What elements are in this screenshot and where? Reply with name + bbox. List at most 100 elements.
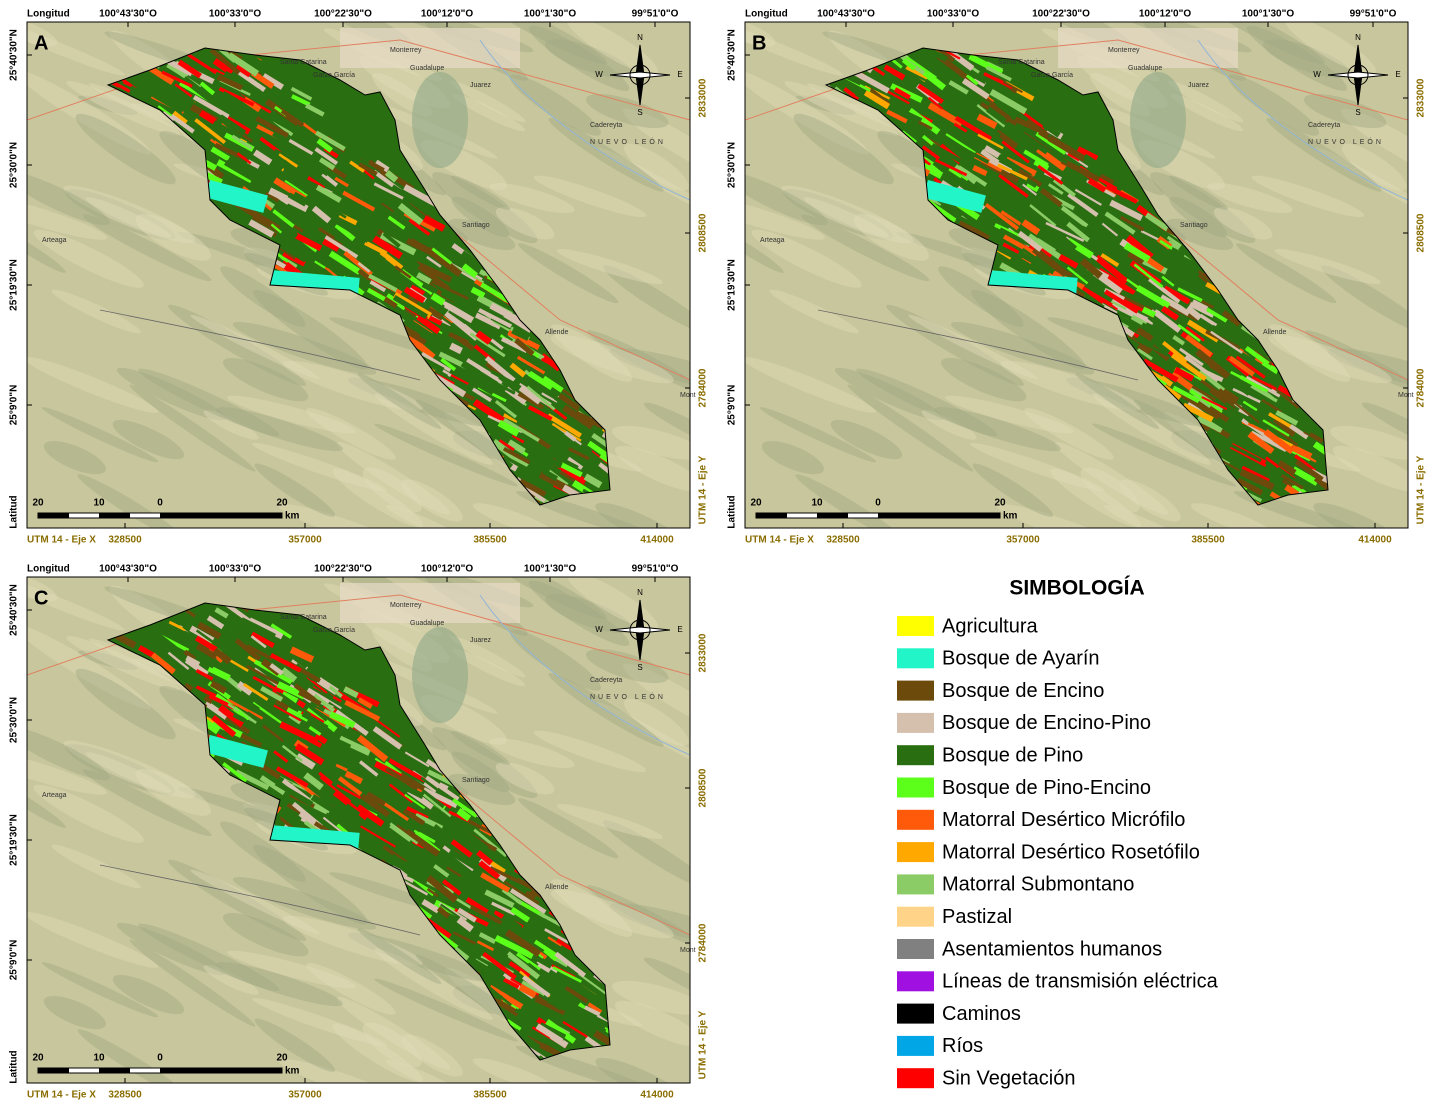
map-frame [744, 21, 1409, 529]
cover-patch [493, 326, 514, 342]
cover-patch [373, 717, 401, 738]
cover-patch [489, 302, 529, 328]
cover-patch [954, 97, 968, 107]
cover-patch [599, 1010, 610, 1032]
cover-patch [254, 157, 275, 170]
hill [401, 479, 463, 522]
cover-patch [1226, 324, 1259, 347]
cover-patch [199, 81, 216, 96]
cover-patch [190, 686, 207, 700]
hill [556, 249, 663, 285]
cover-patch [381, 202, 395, 213]
hill [223, 912, 309, 957]
cover-patch [207, 665, 231, 681]
hill [1332, 445, 1408, 492]
cover-patch [374, 823, 399, 840]
cover-patch [1002, 80, 1023, 94]
cover-patch [1037, 164, 1064, 185]
hill [27, 624, 151, 710]
scale-unit: km [1003, 511, 1018, 522]
place-name: Guadalupe [410, 65, 444, 72]
cover-patch [172, 110, 188, 125]
cover-patch [185, 655, 201, 667]
cover-patch [452, 798, 478, 818]
y-tick-label: 25°30'0"N [9, 142, 20, 188]
hill [1313, 502, 1407, 528]
hill [1050, 468, 1141, 528]
cover-patch [587, 1002, 605, 1016]
cover-patch [511, 327, 530, 341]
cover-patch [880, 68, 904, 87]
cover-patch [467, 351, 488, 367]
hill [1024, 408, 1114, 460]
map-frame [26, 21, 691, 529]
hill [63, 185, 196, 244]
hill [971, 289, 1086, 370]
y-tick-label: 25°9'0"N [9, 940, 20, 981]
hill [1103, 505, 1188, 528]
cover-patch [368, 273, 398, 293]
cover-patch [901, 130, 918, 144]
cover-patch [416, 272, 432, 285]
cover-patch [214, 607, 229, 619]
cover-patch [272, 115, 299, 135]
cover-patch [469, 332, 506, 358]
axis-title: Longitud [745, 9, 788, 20]
hill [518, 243, 619, 304]
hill [278, 503, 407, 528]
axis-title: Latitud [9, 495, 20, 528]
cover-patch [1289, 424, 1309, 440]
compass-label: N [637, 588, 643, 597]
hill [1167, 80, 1244, 123]
hill [432, 172, 538, 244]
y-tick-label: 2833000 [1416, 78, 1427, 117]
y-tick-label: 2833000 [698, 633, 709, 672]
cover-patch [357, 268, 371, 281]
cover-patch [1134, 215, 1169, 241]
cover-patch [945, 133, 976, 154]
hill [509, 629, 601, 691]
hill [168, 304, 306, 386]
cover-patch [983, 72, 1014, 89]
cover-patch [1159, 239, 1173, 250]
cover-patch [198, 110, 217, 125]
hill [795, 95, 856, 115]
hill [483, 577, 607, 620]
cover-patch [521, 980, 546, 997]
cover-patch [500, 336, 528, 353]
cover-patch [375, 789, 409, 811]
cover-patch [1029, 204, 1057, 227]
cover-patch [305, 168, 327, 186]
x-tick-label: 100°43'30"O [99, 564, 157, 575]
scale-label: 20 [276, 1053, 288, 1064]
place-name: Guadalupe [1128, 65, 1162, 72]
hill [1066, 377, 1211, 427]
cover-patch [1239, 468, 1275, 491]
place-name: Allende [545, 329, 568, 336]
hill [996, 503, 1125, 528]
cover-patch [233, 67, 266, 92]
cover-patch [504, 929, 542, 957]
place-name: Cadereyta [590, 677, 622, 684]
cover-patch [1262, 419, 1290, 437]
cover-patch [268, 235, 308, 263]
cover-patch [863, 89, 891, 110]
hill [77, 95, 138, 115]
legend-swatch [897, 906, 934, 927]
compass-label: S [1355, 108, 1360, 117]
cover-patch [384, 169, 399, 183]
cover-patch [893, 87, 911, 100]
cover-patch [408, 218, 431, 236]
cover-patch [398, 772, 427, 794]
cover-patch [508, 961, 531, 978]
cover-patch [569, 1027, 586, 1041]
hill [585, 94, 669, 129]
cover-patch [491, 901, 516, 916]
cover-patch [1135, 284, 1171, 309]
scale-seg [38, 1068, 69, 1073]
cover-patch [1221, 388, 1240, 403]
hill [226, 950, 357, 989]
cover-patch [1200, 295, 1239, 318]
cover-patch [431, 247, 453, 265]
cover-patch [471, 316, 505, 344]
